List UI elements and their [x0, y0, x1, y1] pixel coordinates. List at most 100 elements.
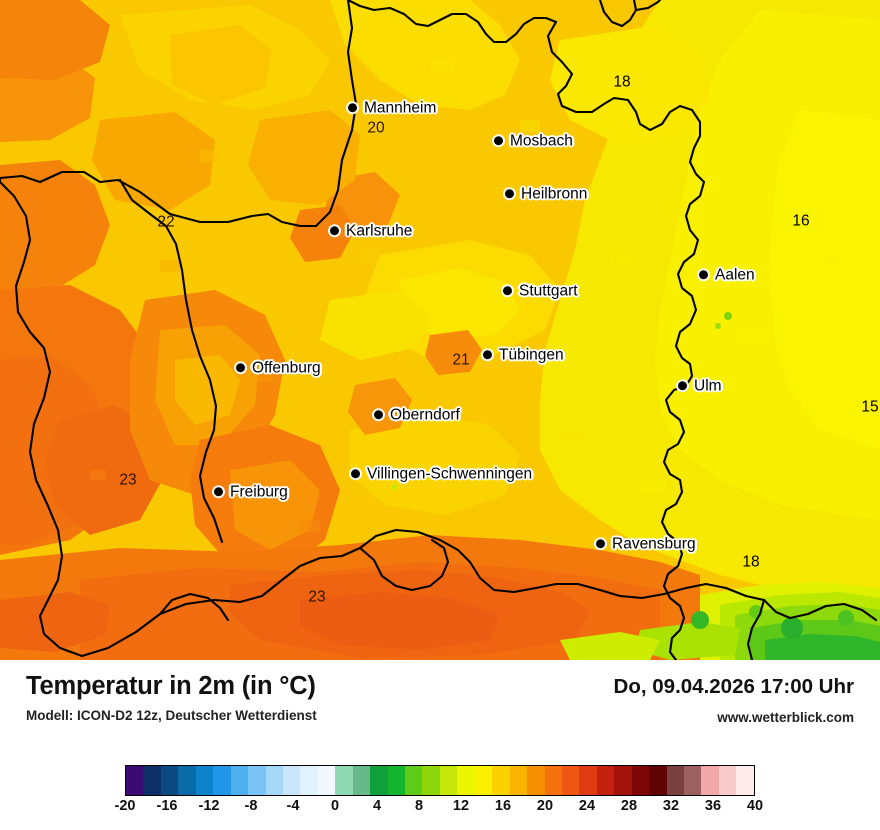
color-scale-ticks: -20 -16 -12 -8 -4 0 4 8 12 16 20 24 28 32 36 40 [115, 798, 764, 822]
city-label: Mannheim [364, 99, 437, 117]
city-marker[interactable]: Ravensburg [596, 536, 696, 552]
color-swatch [282, 766, 301, 795]
city-marker[interactable]: Ulm [678, 378, 722, 394]
contour-value-label: 18 [613, 73, 631, 91]
color-scale-tick-label: -4 [286, 798, 300, 814]
color-scale-tick-label: -8 [244, 798, 258, 814]
city-dot-icon [678, 381, 687, 391]
color-swatch [579, 766, 597, 795]
color-swatch [457, 766, 475, 795]
color-swatch [405, 766, 423, 795]
city-dot-icon [505, 189, 514, 199]
contour-value-label: 15 [861, 398, 879, 416]
city-label: Ulm [694, 377, 722, 395]
color-swatch [544, 766, 562, 795]
color-swatch [335, 766, 353, 795]
color-swatch [718, 766, 737, 795]
color-swatch [649, 766, 667, 795]
color-scale-tick-label: 40 [746, 798, 764, 814]
color-swatch [387, 766, 405, 795]
temperature-map[interactable]: Mannheim Mosbach Heilbronn Karlsruhe Stuttga… [0, 0, 880, 660]
city-marker[interactable]: Oberndorf [374, 407, 460, 423]
color-scale-tick-label: 28 [620, 798, 638, 814]
city-marker[interactable]: Stuttgart [503, 283, 578, 299]
color-swatch [614, 766, 632, 795]
color-swatch [439, 766, 458, 795]
color-scale-tick-label: 16 [494, 798, 512, 814]
color-scale-tick-label: 24 [578, 798, 596, 814]
color-swatch [248, 766, 266, 795]
color-scale-tick-label: -12 [198, 798, 220, 814]
city-label: Offenburg [252, 359, 321, 377]
contour-value-label: 21 [452, 351, 470, 369]
city-marker[interactable]: Tübingen [483, 347, 564, 363]
city-label: Oberndorf [390, 406, 460, 424]
city-label: Tübingen [499, 346, 564, 364]
city-marker[interactable]: Heilbronn [505, 186, 587, 202]
color-scale-tick-label: 20 [536, 798, 554, 814]
city-dot-icon [330, 226, 339, 236]
city-label: Villingen-Schwenningen [367, 465, 533, 483]
color-swatch [352, 766, 371, 795]
color-scale-tick-label: 36 [704, 798, 722, 814]
city-dot-icon [351, 469, 360, 479]
color-swatch [195, 766, 214, 795]
city-marker[interactable]: Karlsruhe [330, 223, 412, 239]
color-swatch [631, 766, 650, 795]
contour-value-label: 23 [308, 588, 326, 606]
city-label: Karlsruhe [346, 222, 413, 240]
color-scale-tick-label: 0 [330, 798, 340, 814]
city-marker[interactable]: Offenburg [236, 360, 321, 376]
temperature-bands [0, 0, 880, 660]
administrative-borders [0, 0, 878, 660]
color-swatch [178, 766, 196, 795]
city-dot-icon [494, 136, 503, 146]
page-title: Temperatur in 2m (in °C) [26, 672, 316, 700]
city-label: Heilbronn [521, 185, 588, 203]
color-swatch [701, 766, 719, 795]
contour-value-label: 20 [367, 119, 385, 137]
contour-value-label: 23 [119, 471, 137, 489]
color-swatch [492, 766, 510, 795]
city-marker[interactable]: Mosbach [494, 133, 573, 149]
city-label: Stuttgart [519, 282, 578, 300]
city-marker[interactable]: Freiburg [214, 484, 288, 500]
color-scale-tick-label: -16 [156, 798, 178, 814]
website-credit: www.wetterblick.com [717, 710, 854, 725]
valid-datetime: Do, 09.04.2026 17:00 Uhr [613, 675, 854, 698]
city-marker[interactable]: Villingen-Schwenningen [351, 466, 532, 482]
field-texture [90, 60, 846, 532]
color-swatch [143, 766, 161, 795]
city-marker[interactable]: Aalen [699, 267, 755, 283]
color-scale-tick-label: 12 [452, 798, 470, 814]
color-swatch [317, 766, 336, 795]
city-dot-icon [236, 363, 245, 373]
color-scale-tick-label: -20 [114, 798, 136, 814]
city-dot-icon [483, 350, 492, 360]
color-swatch [509, 766, 528, 795]
contour-value-label: 18 [742, 553, 760, 571]
city-dot-icon [596, 539, 605, 549]
city-dot-icon [699, 270, 708, 280]
color-swatch [422, 766, 440, 795]
city-dot-icon [503, 286, 512, 296]
temperature-field-svg [0, 0, 880, 660]
contour-value-label: 22 [157, 213, 175, 231]
city-label: Mosbach [510, 132, 573, 150]
contour-value-label: 16 [792, 212, 810, 230]
city-dot-icon [374, 410, 383, 420]
model-subtitle: Modell: ICON-D2 12z, Deutscher Wetterdie… [26, 708, 317, 723]
color-swatch [527, 766, 545, 795]
color-swatch [736, 766, 754, 795]
color-scale-bar [125, 765, 755, 796]
color-swatch [230, 766, 249, 795]
color-swatch [474, 766, 493, 795]
color-swatch [370, 766, 388, 795]
color-scale: -20 -16 -12 -8 -4 0 4 8 12 16 20 24 28 32 36 40 [115, 765, 764, 827]
color-swatch [684, 766, 702, 795]
city-dot-icon [348, 103, 357, 113]
city-marker[interactable]: Mannheim [348, 100, 436, 116]
city-label: Aalen [715, 266, 755, 284]
color-scale-tick-label: 8 [414, 798, 424, 814]
